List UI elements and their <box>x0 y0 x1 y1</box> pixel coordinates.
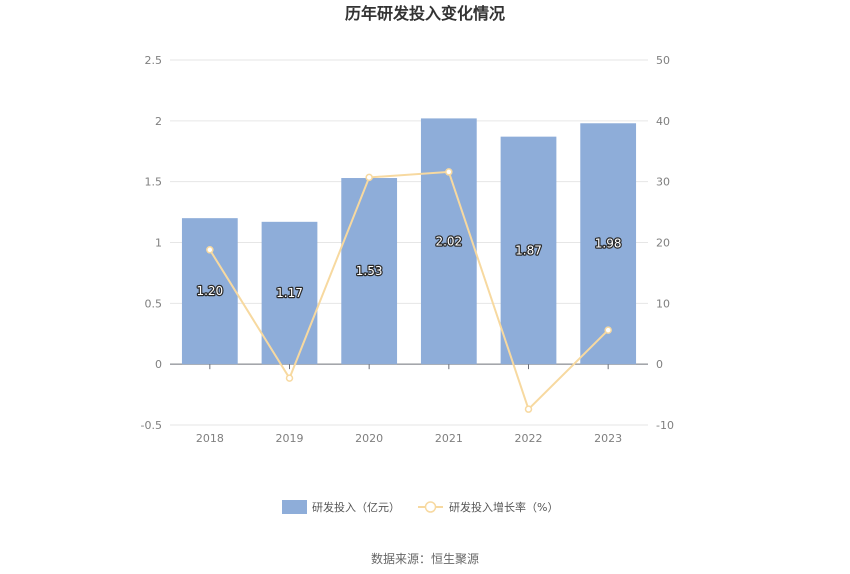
right-axis-tick-label: 30 <box>656 176 670 189</box>
legend-line-label: 研发投入增长率（%） <box>449 500 558 514</box>
bar <box>580 123 637 365</box>
x-axis-tick-label: 2020 <box>355 432 383 445</box>
left-axis-tick-label: 2.5 <box>145 54 163 67</box>
right-axis-tick-label: 50 <box>656 54 670 67</box>
x-axis-tick-label: 2023 <box>594 432 622 445</box>
bar <box>181 218 238 365</box>
bar-value-label: 1.98 <box>595 237 622 251</box>
x-axis-tick-label: 2021 <box>435 432 463 445</box>
growth-rate-point <box>445 168 453 176</box>
x-axis-tick-label: 2018 <box>196 432 224 445</box>
growth-rate-point <box>524 405 533 413</box>
growth-rate-point <box>604 326 612 334</box>
bar-value-label: 1.87 <box>515 243 542 257</box>
bar <box>500 136 557 365</box>
left-axis-tick-label: 2 <box>155 115 162 128</box>
x-axis-tick-label: 2022 <box>515 432 543 445</box>
growth-rate-point <box>206 246 214 254</box>
left-axis-tick-label: 1 <box>155 237 162 250</box>
legend-line-marker <box>424 501 437 513</box>
right-axis-tick-label: 40 <box>656 115 670 128</box>
legend-bar-swatch <box>282 500 307 514</box>
gridlines <box>170 59 648 426</box>
right-axis-tick-label: 10 <box>656 297 670 310</box>
bar-value-label: 1.53 <box>356 264 383 278</box>
legend[interactable]: 研发投入（亿元） 研发投入增长率（%） <box>282 500 558 514</box>
left-axis-tick-label: 1.5 <box>145 176 163 189</box>
growth-rate-point <box>365 173 373 182</box>
axes: -0.5 0 0.5 1 1.5 2 2.5 -10 0 10 20 30 40 50 2018 2019 20… <box>141 54 674 445</box>
bar-value-label: 2.02 <box>435 234 462 248</box>
right-axis-tick-label: -10 <box>656 419 674 432</box>
bar <box>420 118 477 365</box>
left-axis-tick-label: -0.5 <box>141 419 162 432</box>
x-axis-tick-label: 2019 <box>276 432 304 445</box>
line-series <box>206 168 612 413</box>
growth-rate-point <box>285 374 294 382</box>
growth-rate-line <box>208 170 609 412</box>
source-note: 数据来源：恒生聚源 <box>371 551 479 566</box>
bar-labels: 1.20 1.17 1.53 2.02 1.87 1.98 <box>195 233 622 301</box>
right-axis-tick-label: 20 <box>656 237 670 250</box>
bar-series <box>181 118 637 365</box>
left-axis-tick-label: 0 <box>155 358 162 371</box>
bar-value-label: 1.20 <box>196 284 223 298</box>
right-axis-tick-label: 0 <box>656 358 663 371</box>
bar <box>341 178 398 365</box>
legend-bar-label: 研发投入（亿元） <box>312 500 400 514</box>
bar-value-label: 1.17 <box>276 286 303 300</box>
left-axis-tick-label: 0.5 <box>145 297 163 310</box>
bar <box>261 221 318 365</box>
chart-title: 历年研发投入变化情况 <box>345 4 505 23</box>
